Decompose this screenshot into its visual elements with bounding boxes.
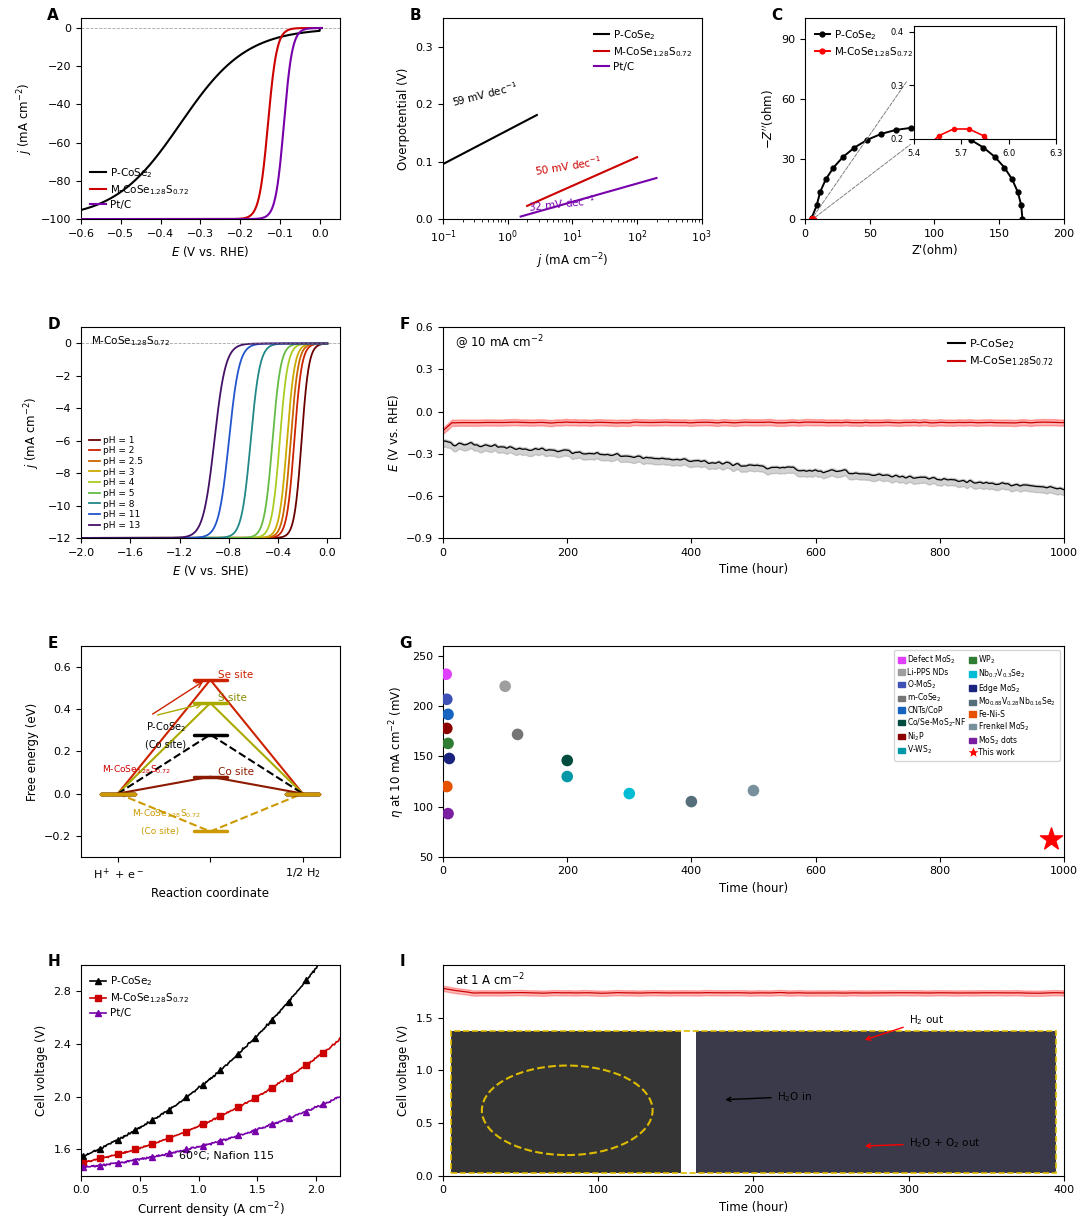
Text: H$_2$O + O$_2$ out: H$_2$O + O$_2$ out xyxy=(866,1136,981,1150)
Legend: pH = 1, pH = 2, pH = 2.5, pH = 3, pH = 4, pH = 5, pH = 8, pH = 11, pH = 13: pH = 1, pH = 2, pH = 2.5, pH = 3, pH = 4… xyxy=(85,432,146,533)
Text: S site: S site xyxy=(218,693,246,703)
X-axis label: $j$ (mA cm$^{-2}$): $j$ (mA cm$^{-2}$) xyxy=(537,251,608,271)
Text: 59 mV dec$^{-1}$: 59 mV dec$^{-1}$ xyxy=(450,80,519,110)
Text: H$_2$ out: H$_2$ out xyxy=(866,1013,944,1040)
Point xyxy=(438,689,456,709)
Y-axis label: $E$ (V vs. RHE): $E$ (V vs. RHE) xyxy=(386,394,401,471)
Y-axis label: Cell voltage (V): Cell voltage (V) xyxy=(35,1024,48,1117)
Text: F: F xyxy=(400,316,410,331)
Text: M-CoSe$_{1.28}$S$_{0.72}$: M-CoSe$_{1.28}$S$_{0.72}$ xyxy=(132,808,201,820)
Point xyxy=(558,767,576,787)
Point xyxy=(745,780,762,800)
Text: 50 mV dec$^{-1}$: 50 mV dec$^{-1}$ xyxy=(534,154,603,178)
X-axis label: Time (hour): Time (hour) xyxy=(719,883,788,895)
Point xyxy=(441,748,458,768)
Bar xyxy=(450,1032,1056,1173)
Y-axis label: $j$ (mA cm$^{-2}$): $j$ (mA cm$^{-2}$) xyxy=(16,82,36,155)
X-axis label: Time (hour): Time (hour) xyxy=(719,1201,788,1214)
Text: Co site: Co site xyxy=(218,767,254,777)
Text: (Co site): (Co site) xyxy=(141,826,179,836)
Text: M-CoSe$_{1.28}$S$_{0.72}$: M-CoSe$_{1.28}$S$_{0.72}$ xyxy=(102,763,171,776)
Y-axis label: Free energy (eV): Free energy (eV) xyxy=(26,703,39,800)
Legend: P-CoSe$_2$, M-CoSe$_{1.28}$S$_{0.72}$: P-CoSe$_2$, M-CoSe$_{1.28}$S$_{0.72}$ xyxy=(944,332,1058,373)
Text: 60°C; Nafion 115: 60°C; Nafion 115 xyxy=(179,1151,274,1161)
Point xyxy=(440,804,457,824)
Legend: P-CoSe$_2$, M-CoSe$_{1.28}$S$_{0.72}$, Pt/C: P-CoSe$_2$, M-CoSe$_{1.28}$S$_{0.72}$, P… xyxy=(590,23,697,76)
Point xyxy=(437,665,455,684)
Y-axis label: Cell voltage (V): Cell voltage (V) xyxy=(397,1024,410,1117)
Point xyxy=(440,704,457,724)
Text: H$_2$O in: H$_2$O in xyxy=(727,1089,812,1103)
Y-axis label: Overpotential (V): Overpotential (V) xyxy=(397,68,410,170)
Text: M-CoSe$_{1.28}$S$_{0.72}$: M-CoSe$_{1.28}$S$_{0.72}$ xyxy=(91,335,170,348)
Text: Se site: Se site xyxy=(218,670,253,680)
Text: A: A xyxy=(48,9,59,23)
Text: P-CoSe$_2$: P-CoSe$_2$ xyxy=(146,720,186,734)
X-axis label: Time (hour): Time (hour) xyxy=(719,564,788,576)
X-axis label: Current density (A cm$^{-2}$): Current density (A cm$^{-2}$) xyxy=(136,1201,284,1220)
Y-axis label: $\eta$ at 10 mA cm$^{-2}$ (mV): $\eta$ at 10 mA cm$^{-2}$ (mV) xyxy=(387,686,407,817)
Bar xyxy=(450,1032,680,1173)
Text: I: I xyxy=(400,954,405,970)
Y-axis label: $-Z''$(ohm): $-Z''$(ohm) xyxy=(760,89,775,149)
Text: (Co site): (Co site) xyxy=(146,740,187,750)
Bar xyxy=(696,1032,1056,1173)
Point xyxy=(1043,828,1061,848)
Text: @ 10 mA cm$^{-2}$: @ 10 mA cm$^{-2}$ xyxy=(456,334,544,352)
X-axis label: Z'(ohm): Z'(ohm) xyxy=(912,244,958,257)
Point xyxy=(438,777,456,796)
Legend: Defect MoS$_2$, Li-PPS NDs, O-MoS$_2$, m-CoSe$_2$, CNTs/CoP, Co/Se-MoS$_2$-NF, N: Defect MoS$_2$, Li-PPS NDs, O-MoS$_2$, m… xyxy=(894,650,1059,761)
Text: G: G xyxy=(400,635,413,651)
Text: 32 mV dec$^{-1}$: 32 mV dec$^{-1}$ xyxy=(527,193,596,214)
Text: E: E xyxy=(48,635,57,651)
Text: D: D xyxy=(48,316,60,331)
Text: at 1 A cm$^{-2}$: at 1 A cm$^{-2}$ xyxy=(456,971,525,988)
Legend: P-CoSe$_2$, M-CoSe$_{1.28}$S$_{0.72}$, Pt/C: P-CoSe$_2$, M-CoSe$_{1.28}$S$_{0.72}$, P… xyxy=(86,970,193,1023)
Text: H: H xyxy=(48,954,60,970)
Point xyxy=(509,725,526,745)
Point xyxy=(621,784,638,804)
Text: B: B xyxy=(409,9,421,23)
Point xyxy=(438,719,456,739)
Y-axis label: $j$ (mA cm$^{-2}$): $j$ (mA cm$^{-2}$) xyxy=(23,396,42,469)
X-axis label: Reaction coordinate: Reaction coordinate xyxy=(151,888,269,900)
Point xyxy=(683,792,700,811)
Point xyxy=(440,734,457,753)
Text: C: C xyxy=(771,9,783,23)
Point xyxy=(497,676,514,696)
X-axis label: $E$ (V vs. SHE): $E$ (V vs. SHE) xyxy=(172,564,249,579)
Point xyxy=(558,751,576,771)
X-axis label: $E$ (V vs. RHE): $E$ (V vs. RHE) xyxy=(172,244,249,260)
Legend: P-CoSe$_2$, M-CoSe$_{1.28}$S$_{0.72}$, Pt/C: P-CoSe$_2$, M-CoSe$_{1.28}$S$_{0.72}$, P… xyxy=(86,161,193,214)
Legend: P-CoSe$_2$, M-CoSe$_{1.28}$S$_{0.72}$: P-CoSe$_2$, M-CoSe$_{1.28}$S$_{0.72}$ xyxy=(810,23,917,63)
